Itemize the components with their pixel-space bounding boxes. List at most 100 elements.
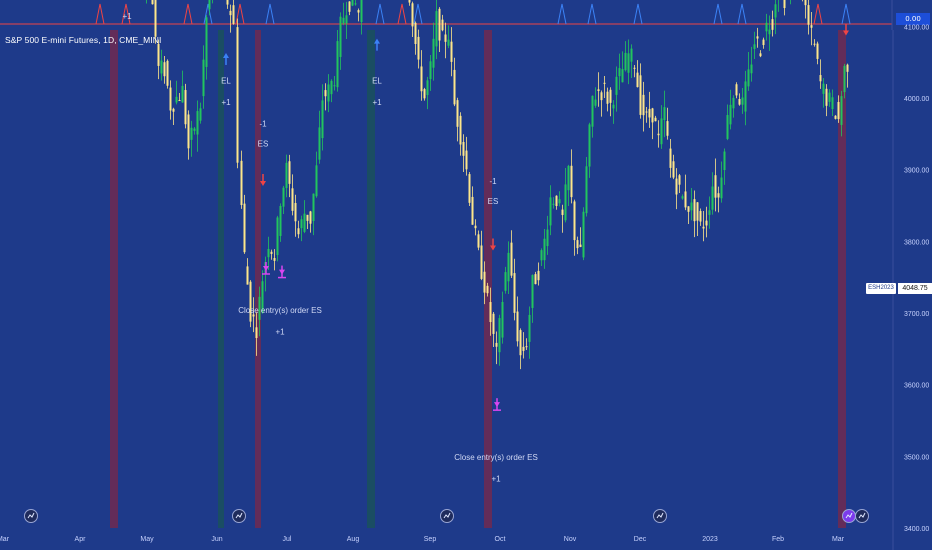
candle-body — [618, 68, 621, 77]
candle-body — [726, 115, 729, 139]
x-tick-label: Jul — [283, 536, 292, 543]
candle-body — [720, 177, 723, 199]
candle-body — [504, 272, 507, 291]
indicator-spike-long — [557, 3, 567, 25]
candle-body — [411, 3, 414, 27]
event-icon[interactable] — [842, 509, 856, 523]
candle-body — [306, 214, 309, 221]
symbol-badge: ESH2023 — [866, 283, 896, 294]
trade-label: Close entry(s) order ES — [238, 306, 322, 315]
candle-body — [732, 97, 735, 109]
candle-body — [522, 346, 525, 351]
candle-body — [654, 117, 657, 122]
candle-body — [492, 313, 495, 334]
candle-body — [246, 266, 249, 285]
candle-body — [756, 36, 759, 39]
candle-body — [822, 83, 825, 94]
candle-body — [474, 225, 477, 229]
candle-body — [744, 81, 747, 112]
candle-body — [561, 209, 564, 215]
candle-body — [498, 318, 501, 353]
marker-close — [262, 261, 270, 275]
candle-body — [552, 203, 555, 205]
candle-body — [693, 199, 696, 222]
candle-body — [567, 165, 570, 191]
time-axis[interactable]: Mar Apr May Jun Jul Aug Sep Oct Nov Dec 2023 Feb Mar — [0, 536, 845, 543]
candle-body — [438, 8, 441, 41]
price-axis[interactable]: 3400.00 3500.00 3600.00 3700.00 3800.00 3900.… — [904, 0, 929, 533]
candle-body — [846, 64, 849, 72]
candle-body — [324, 90, 327, 97]
candle-body — [160, 60, 163, 74]
candle-body — [831, 97, 834, 110]
y-tick-label: 3700.00 — [904, 311, 929, 318]
candle-body — [178, 100, 181, 102]
candle-body — [510, 242, 513, 276]
candle-body — [157, 43, 160, 66]
candle-body — [813, 43, 816, 45]
candle-body — [630, 48, 633, 62]
candle-body — [330, 80, 333, 95]
trade-label: ES — [488, 197, 499, 206]
candle-body — [642, 94, 645, 116]
candle-body — [184, 90, 187, 125]
candle-body — [456, 100, 459, 127]
candle-body — [816, 43, 819, 59]
event-icon[interactable] — [440, 509, 454, 523]
candle-body — [258, 296, 261, 320]
candle-body — [196, 111, 199, 135]
event-icon[interactable] — [24, 509, 38, 523]
candle-body — [187, 114, 190, 149]
candle-body — [675, 178, 678, 195]
candle-body — [735, 84, 738, 96]
candle-body — [825, 88, 828, 106]
candle-body — [351, 0, 354, 6]
candle-body — [594, 99, 597, 106]
candle-body — [678, 175, 681, 185]
candle-body — [270, 251, 273, 254]
candle-body — [714, 175, 717, 198]
candle-body — [672, 161, 675, 178]
candle-body — [205, 17, 208, 67]
marker-close — [493, 398, 501, 411]
candle-body — [190, 127, 193, 140]
candle-body — [828, 92, 831, 102]
candles — [146, 0, 849, 370]
candle-body — [741, 97, 744, 105]
candle-body — [360, 0, 363, 23]
candle-body — [717, 193, 720, 198]
candle-body — [804, 0, 807, 6]
candle-body — [579, 244, 582, 247]
signal-band-long — [218, 30, 224, 528]
candle-body — [657, 133, 660, 136]
candle-body — [249, 281, 252, 322]
event-icon[interactable] — [855, 509, 869, 523]
candle-body — [276, 217, 279, 256]
candle-body — [240, 160, 243, 206]
trade-label: +1 — [372, 98, 382, 107]
candle-body — [169, 87, 172, 111]
candle-body — [783, 0, 786, 9]
event-icon[interactable] — [232, 509, 246, 523]
candle-body — [333, 85, 336, 87]
candle-body — [345, 15, 348, 24]
candle-body — [681, 196, 684, 199]
candle-body — [606, 91, 609, 104]
x-tick-label: Oct — [495, 536, 506, 543]
candle-body — [666, 121, 669, 136]
candle-body — [232, 5, 235, 24]
event-icon[interactable] — [653, 509, 667, 523]
candle-body — [459, 115, 462, 145]
trade-annotations: -1 ES Close entry(s) order ES +1 -1 Close ent… — [122, 12, 537, 483]
candle-body — [321, 100, 324, 139]
candle-body — [495, 342, 498, 347]
candle-body — [555, 195, 558, 207]
trade-label: -1 — [259, 120, 267, 129]
marker-short — [260, 173, 266, 186]
marker-short — [843, 23, 849, 36]
trade-label: +1 — [275, 327, 285, 336]
indicator-spike-short — [121, 3, 131, 25]
candle-body — [768, 29, 771, 35]
candle-body — [591, 95, 594, 127]
